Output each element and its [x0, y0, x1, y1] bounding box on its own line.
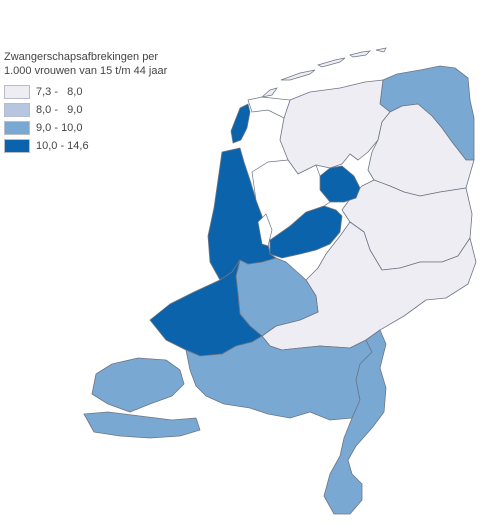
legend-item-class-2: 8,0 - 9,0 [4, 101, 204, 118]
legend-label: 7,3 - 8,0 [36, 85, 83, 98]
region-flevoland-noordoostpolder [319, 165, 361, 203]
island-vlieland [260, 87, 278, 98]
island-ameland [317, 57, 346, 68]
legend-item-class-3: 9,0 - 10,0 [4, 119, 204, 136]
island-terschelling [280, 69, 316, 81]
legend-swatch [4, 102, 30, 117]
region-zeeland-flanders [83, 411, 201, 439]
legend-swatch [4, 84, 30, 99]
island-texel [230, 103, 251, 144]
legend-item-class-1: 7,3 - 8,0 [4, 83, 204, 100]
region-noord-holland [207, 147, 277, 281]
legend-label: 9,0 - 10,0 [36, 121, 83, 134]
legend-swatch [4, 120, 30, 135]
island-rottumeroog [375, 47, 387, 53]
legend-label: 10,0 - 14,6 [36, 139, 89, 152]
legend-title-line-2: 1.000 vrouwen van 15 t/m 44 jaar [4, 65, 168, 77]
legend-label: 8,0 - 9,0 [36, 103, 83, 116]
waddenzee [247, 96, 291, 119]
region-zeeland [91, 357, 185, 413]
legend-swatch [4, 138, 30, 153]
markermeer [257, 213, 273, 247]
legend-title-line-1: Zwangerschapsafbrekingen per [4, 51, 159, 63]
island-schiermonnikoog [349, 50, 371, 58]
map-legend: Zwangerschapsafbrekingen per 1.000 vrouw… [4, 50, 204, 154]
region-limburg [323, 329, 387, 515]
legend-item-class-4: 10,0 - 14,6 [4, 137, 204, 154]
